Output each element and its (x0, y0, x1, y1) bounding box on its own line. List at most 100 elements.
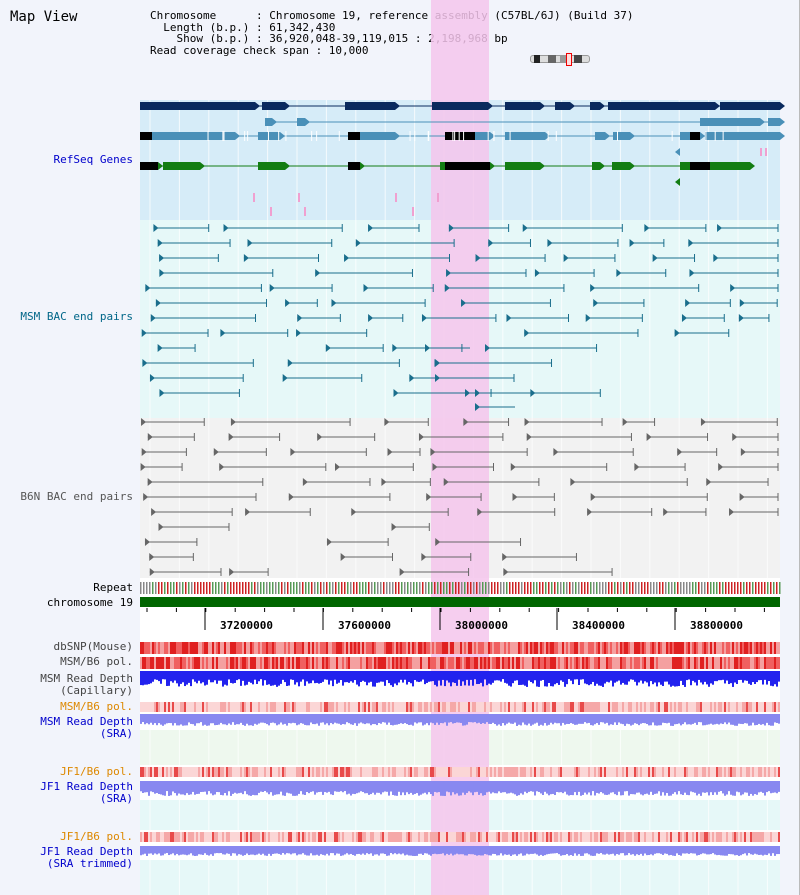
b6n-bac-end-marker (334, 463, 340, 471)
dbsnp-heat-cell (752, 642, 754, 654)
msm-cap-depth-bar (560, 671, 562, 681)
msm-pol-2-heat-cell (454, 702, 456, 712)
dbsnp-heat-cell (440, 642, 442, 654)
msm-cap-depth-bar (250, 671, 252, 683)
pink-mark (270, 207, 272, 216)
msm-pol-heat-cell (286, 657, 288, 669)
repeat-element (611, 582, 613, 594)
dbsnp-heat-cell (486, 642, 488, 654)
jf1-trim-depth-bar (658, 846, 660, 854)
msm-pol-2-heat-cell (224, 702, 226, 712)
jf1-pol-heat-cell (522, 767, 524, 777)
jf1-pol-2-heat-cell (172, 832, 174, 842)
msm-pol-2-heat-cell (302, 702, 304, 712)
repeat-element (224, 582, 226, 594)
msm-cap-depth-bar (598, 671, 600, 686)
jf1-sra-depth-bar (732, 781, 734, 796)
msm-pol-2-heat-cell (590, 702, 592, 712)
msm-sra-depth-bar (506, 714, 508, 724)
jf1-pol-2-heat-cell (202, 832, 204, 842)
jf1-sra-depth-bar (442, 781, 444, 796)
msm-pol-2-heat-cell (746, 702, 748, 712)
msm-sra-depth-bar (380, 714, 382, 724)
repeat-element (683, 582, 685, 594)
msm-sra-depth-bar (510, 714, 512, 724)
jf1-sra-depth-bar (256, 781, 258, 796)
jf1-pol-2-heat-cell (748, 832, 750, 842)
jf1-pol-2-heat-cell (664, 832, 666, 842)
msm-pol-heat-cell (358, 657, 360, 669)
dbsnp-heat-cell (286, 642, 288, 654)
msm-bac-end-marker (247, 239, 253, 247)
jf1-pol-heat-cell (536, 767, 538, 777)
dbsnp-heat-cell (558, 642, 560, 654)
repeat-element (512, 582, 514, 594)
jf1-pol-heat-cell (368, 767, 370, 777)
jf1-pol-heat-cell (538, 767, 540, 777)
jf1-pol-2-heat-cell (710, 832, 712, 842)
jf1-trim-depth-bar (428, 846, 430, 855)
msm-cap-depth-bar (234, 671, 236, 683)
msm-pol-heat-cell (440, 657, 442, 669)
chromosome-ideogram[interactable] (530, 53, 590, 66)
msm-sra-depth-bar (198, 714, 200, 724)
jf1-pol-2-heat-cell (560, 832, 562, 842)
msm-cap-depth-bar (518, 671, 520, 685)
track-label-refseq[interactable]: RefSeq Genes (53, 153, 133, 166)
jf1-trim-depth-bar (702, 846, 704, 854)
jf1-pol-heat-cell (650, 767, 652, 777)
dbsnp-heat-cell (634, 642, 636, 654)
dbsnp-heat-cell (524, 642, 526, 654)
msm-sra-depth-bar (322, 714, 324, 723)
jf1-pol-2-heat-cell (754, 832, 756, 842)
track-label-b6n-bac[interactable]: B6N BAC end pairs (20, 490, 133, 503)
dbsnp-heat-cell (156, 642, 158, 654)
jf1-pol-2-heat-cell (764, 832, 766, 842)
msm-cap-depth-bar (266, 671, 268, 685)
jf1-trim-depth-bar (654, 846, 656, 854)
b6n-bac-end-marker (219, 463, 225, 471)
msm-pol-2-heat-cell (406, 702, 408, 712)
jf1-pol-heat-cell (358, 767, 360, 777)
msm-pol-heat-cell (466, 657, 468, 669)
jf1-trim-depth-bar (232, 846, 234, 854)
msm-cap-depth-bar (394, 671, 396, 684)
msm-cap-depth-bar (768, 671, 770, 682)
jf1-trim-depth-bar (216, 846, 218, 854)
repeat-element (650, 582, 652, 594)
jf1-pol-heat-cell (164, 767, 166, 777)
repeat-element (689, 582, 691, 594)
msm-pol-2-heat-cell (754, 702, 756, 712)
msm-pol-heat-cell (288, 657, 290, 669)
jf1-pol-2-heat-cell (204, 832, 206, 842)
msm-sra-depth-bar (576, 714, 578, 725)
msm-pol-heat-cell (280, 657, 282, 669)
msm-pol-2-heat-cell (366, 702, 368, 712)
jf1-pol-heat-cell (612, 767, 614, 777)
repeat-element (197, 582, 199, 594)
pink-mark (304, 207, 306, 216)
jf1-sra-depth-bar (386, 781, 388, 792)
msm-sra-depth-bar (562, 714, 564, 723)
repeat-element (677, 582, 679, 594)
jf1-sra-depth-bar (634, 781, 636, 795)
track-label-msm-bac[interactable]: MSM BAC end pairs (20, 310, 133, 323)
dbsnp-heat-cell (194, 642, 196, 654)
dbsnp-heat-cell (268, 642, 270, 654)
jf1-trim-depth-bar (562, 846, 564, 856)
msm-cap-depth-bar (374, 671, 376, 687)
msm-cap-depth-bar (714, 671, 716, 682)
msm-sra-depth-bar (558, 714, 560, 724)
dbsnp-heat-cell (392, 642, 394, 654)
msm-sra-depth-bar (692, 714, 694, 724)
jf1-pol-heat-cell (318, 767, 320, 777)
jf1-pol-heat-cell (606, 767, 608, 777)
msm-pol-2-heat-cell (640, 702, 642, 712)
jf1-pol-heat-cell (746, 767, 748, 777)
msm-pol-2-heat-cell (484, 702, 486, 712)
msm-sra-depth-bar (336, 714, 338, 724)
jf1-sra-depth-bar (560, 781, 562, 793)
jf1-pol-heat-cell (504, 767, 506, 777)
dbsnp-heat-cell (772, 642, 774, 654)
